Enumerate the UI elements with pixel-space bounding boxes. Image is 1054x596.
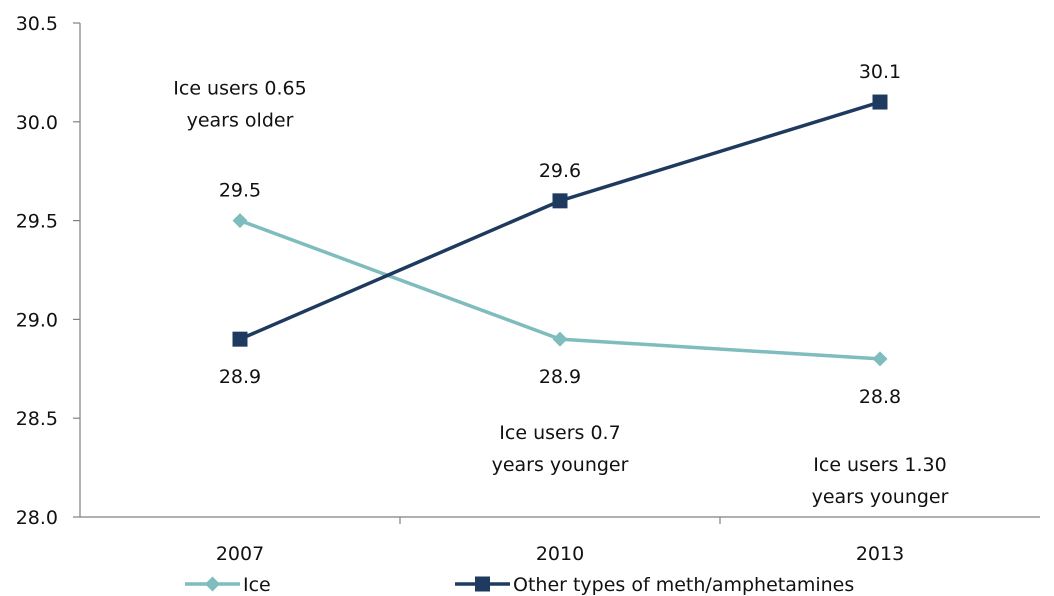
- x-tick-label: 2013: [856, 543, 904, 565]
- ice-point-marker: [872, 351, 888, 367]
- data-label: 29.6: [539, 160, 581, 182]
- other-meth-point-marker: [552, 193, 568, 209]
- y-axis-ticks: 28.0 28.5 29.0 29.5 30.0 30.5: [16, 13, 80, 529]
- x-axis-ticks: 2007 2010 2013: [216, 517, 904, 565]
- legend-label: Ice: [243, 574, 271, 596]
- data-label: 29.5: [219, 180, 261, 202]
- annotation-text: years younger: [812, 486, 949, 508]
- series-layer: [232, 94, 888, 367]
- other-meth-point-marker: [872, 94, 888, 110]
- data-label: 28.9: [219, 366, 261, 388]
- y-tick-label: 30.5: [16, 13, 58, 35]
- ice-point-marker: [552, 331, 568, 347]
- annotation-text: Ice users 1.30: [813, 454, 946, 476]
- annotations-layer: Ice users 0.65 years older Ice users 0.7 ye…: [173, 78, 948, 508]
- y-tick-label: 30.0: [16, 112, 58, 134]
- y-tick-label: 28.0: [16, 507, 58, 529]
- other-meth-point-marker: [232, 331, 248, 347]
- x-tick-label: 2007: [216, 543, 264, 565]
- annotation-text: Ice users 0.65: [173, 78, 306, 100]
- y-tick-label: 29.5: [16, 211, 58, 233]
- data-label: 28.8: [859, 386, 901, 408]
- legend: Ice Other types of meth/amphetamines: [185, 574, 854, 596]
- series-line-other-meth: [239, 100, 881, 341]
- x-tick-label: 2010: [536, 543, 584, 565]
- data-label: 28.9: [539, 366, 581, 388]
- legend-marker-swatch: [475, 576, 490, 592]
- ice-point-marker: [232, 213, 248, 229]
- annotation-text: years older: [187, 110, 294, 132]
- data-label: 30.1: [859, 61, 901, 83]
- y-tick-label: 28.5: [16, 408, 58, 430]
- data-labels-layer: 29.5 28.9 28.9 29.6 28.8 30.1: [219, 61, 901, 408]
- annotation-text: years younger: [492, 454, 629, 476]
- legend-marker-swatch: [205, 576, 220, 592]
- y-tick-label: 29.0: [16, 309, 58, 331]
- annotation-text: Ice users 0.7: [499, 422, 620, 444]
- legend-label: Other types of meth/amphetamines: [513, 574, 854, 596]
